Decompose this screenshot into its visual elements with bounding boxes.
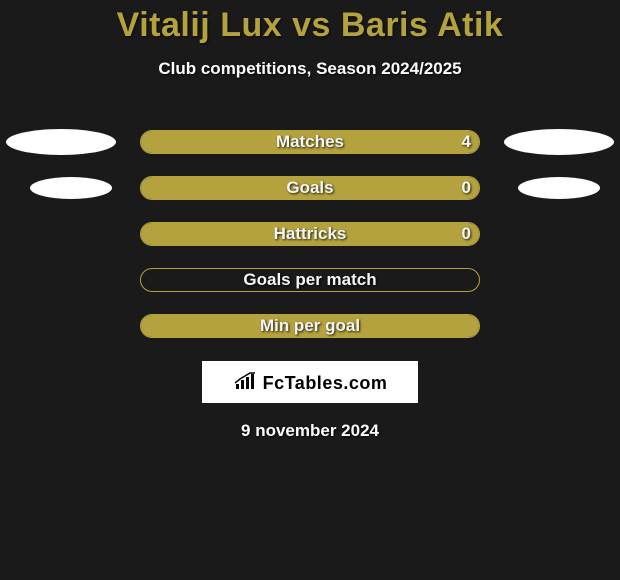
- ellipse-icon: [504, 129, 614, 155]
- stat-bar: Min per goal: [140, 314, 480, 338]
- brand-logo-text: FcTables.com: [263, 373, 388, 394]
- ellipse-icon: [518, 177, 600, 199]
- stats-comparison-card: Vitalij Lux vs Baris Atik Club competiti…: [0, 0, 620, 580]
- ellipse-icon: [30, 177, 112, 199]
- stat-bar-value: 0: [462, 178, 471, 198]
- page-title: Vitalij Lux vs Baris Atik: [0, 6, 620, 45]
- stat-bar-label: Matches: [276, 132, 344, 152]
- stat-bar-label: Goals per match: [243, 270, 376, 290]
- stat-row: Goals 0: [0, 165, 620, 211]
- stat-row: Matches 4: [0, 119, 620, 165]
- ellipse-icon: [6, 129, 116, 155]
- stat-bar: Hattricks 0: [140, 222, 480, 246]
- stat-row: Hattricks 0: [0, 211, 620, 257]
- stat-row: Goals per match: [0, 257, 620, 303]
- stat-bar: Goals 0: [140, 176, 480, 200]
- stat-rows: Matches 4 Goals 0 Hattricks 0 Goals per match M…: [0, 119, 620, 349]
- stat-bar: Matches 4: [140, 130, 480, 154]
- chart-icon: [233, 372, 259, 392]
- page-subtitle: Club competitions, Season 2024/2025: [0, 59, 620, 79]
- stat-bar-label: Goals: [286, 178, 333, 198]
- stat-bar: Goals per match: [140, 268, 480, 292]
- brand-logo: FcTables.com: [202, 361, 418, 403]
- date-label: 9 november 2024: [0, 421, 620, 441]
- stat-bar-label: Min per goal: [260, 316, 360, 336]
- stat-bar-value: 0: [462, 224, 471, 244]
- stat-bar-label: Hattricks: [274, 224, 347, 244]
- stat-bar-value: 4: [462, 132, 471, 152]
- stat-row: Min per goal: [0, 303, 620, 349]
